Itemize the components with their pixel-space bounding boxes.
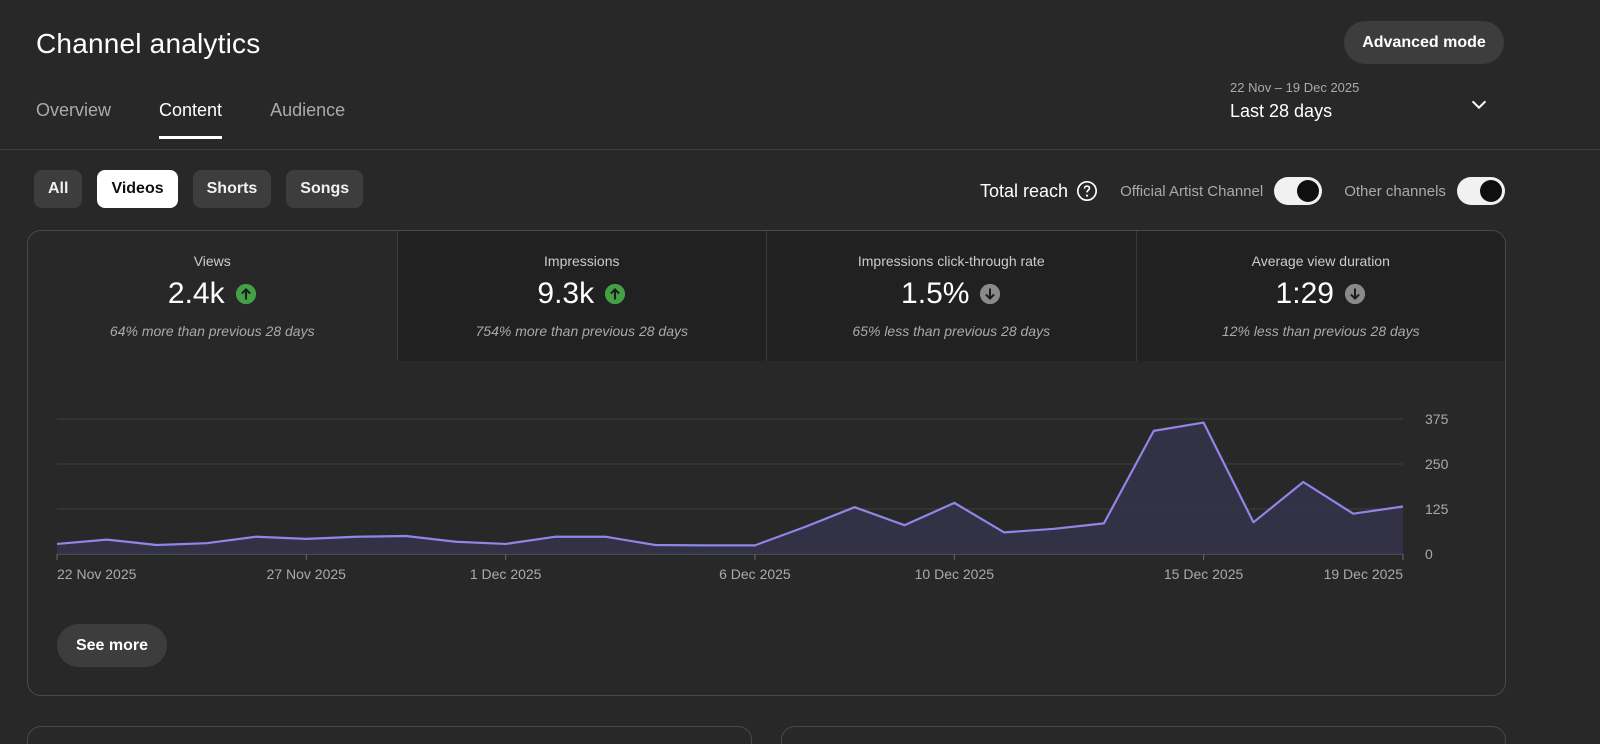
analytics-card: Views 2.4k 64% more than previous 28 day…: [27, 230, 1506, 696]
metric-change: 65% less than previous 28 days: [852, 323, 1051, 339]
series-line: [56, 421, 1404, 547]
metric-label: Impressions click-through rate: [857, 253, 1045, 269]
y-tick-label: 125: [1425, 501, 1449, 517]
metric-label: Impressions: [544, 253, 620, 269]
metric-impressions[interactable]: Impressions 9.3k 754% more than previous…: [396, 231, 766, 361]
tab-bar: Overview Content Audience: [36, 100, 345, 139]
official-artist-channel-label: Official Artist Channel: [1120, 182, 1264, 200]
metric-label: Average view duration: [1251, 253, 1390, 269]
metric-value: 1:29: [1275, 277, 1334, 310]
toggle-knob: [1297, 180, 1320, 202]
metric-change: 754% more than previous 28 days: [475, 323, 688, 339]
x-tick-label: 1 Dec 2025: [470, 566, 542, 582]
page-title: Channel analytics: [36, 28, 261, 59]
bottom-card-left: [27, 726, 752, 744]
views-chart: 0 125 250 375 22 Nov 2025 27 Nov 2025 1 Dec 20…: [56, 411, 1449, 582]
advanced-mode-button[interactable]: Advanced mode: [1344, 21, 1504, 64]
total-reach-label: Total reach: [980, 180, 1069, 201]
toggle-knob: [1479, 180, 1502, 202]
x-tick-label: 19 Dec 2025: [1324, 566, 1404, 582]
help-icon[interactable]: [1076, 180, 1098, 202]
content-type-filters: All Videos Shorts Songs: [34, 170, 364, 208]
x-tick-label: 10 Dec 2025: [915, 566, 995, 582]
x-tick-label: 6 Dec 2025: [719, 566, 791, 582]
series-area: [57, 422, 1403, 554]
date-range-label: Last 28 days: [1230, 101, 1333, 121]
y-tick-label: 375: [1425, 411, 1449, 427]
y-tick-label: 0: [1425, 546, 1433, 562]
official-artist-channel-toggle[interactable]: [1274, 177, 1323, 205]
other-channels-toggle[interactable]: [1456, 177, 1505, 205]
filter-chip-shorts[interactable]: Shorts: [192, 170, 272, 208]
other-channels-label: Other channels: [1344, 182, 1446, 200]
arrow-up-icon: [605, 283, 626, 305]
tab-overview[interactable]: Overview: [36, 100, 112, 120]
bottom-card-right: [781, 726, 1506, 744]
metric-value: 1.5%: [901, 277, 970, 310]
arrow-up-icon: [235, 283, 256, 305]
metric-value: 2.4k: [167, 277, 225, 310]
tab-audience[interactable]: Audience: [270, 100, 346, 120]
metric-value: 9.3k: [537, 277, 595, 310]
date-range-picker[interactable]: 22 Nov – 19 Dec 2025 Last 28 days: [1230, 80, 1500, 130]
filter-chip-videos[interactable]: Videos: [97, 170, 178, 208]
chevron-down-icon[interactable]: [1468, 94, 1490, 116]
tab-content[interactable]: Content: [159, 100, 223, 139]
x-tick-label: 15 Dec 2025: [1164, 566, 1244, 582]
arrow-down-icon: [980, 283, 1001, 305]
see-more-button[interactable]: See more: [57, 624, 167, 667]
header-divider: [0, 149, 1600, 150]
metric-views[interactable]: Views 2.4k 64% more than previous 28 day…: [28, 231, 397, 361]
y-tick-label: 250: [1425, 456, 1449, 472]
arrow-down-icon: [1344, 283, 1366, 305]
x-tick-label: 22 Nov 2025: [57, 566, 137, 582]
filter-chip-all[interactable]: All: [34, 170, 83, 208]
metric-change: 64% more than previous 28 days: [109, 323, 315, 339]
filter-chip-songs[interactable]: Songs: [286, 170, 364, 208]
metric-avg-view-duration[interactable]: Average view duration 1:29 12% less than…: [1135, 231, 1505, 361]
metric-ctr[interactable]: Impressions click-through rate 1.5% 65% …: [766, 231, 1136, 361]
total-reach-controls: Total reach Official Artist Channel Othe…: [980, 177, 1505, 205]
x-tick-label: 27 Nov 2025: [267, 566, 347, 582]
metric-change: 12% less than previous 28 days: [1221, 323, 1420, 339]
metric-label: Views: [193, 253, 231, 269]
metric-tabs: Views 2.4k 64% more than previous 28 day…: [28, 231, 1505, 361]
date-range-text: 22 Nov – 19 Dec 2025: [1230, 80, 1360, 95]
